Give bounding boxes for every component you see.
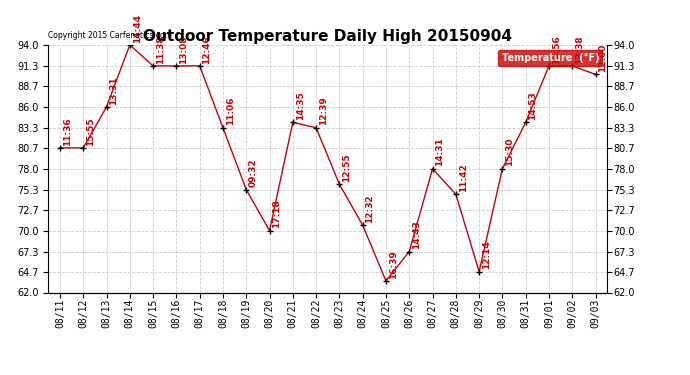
Text: 11:06: 11:06 (226, 97, 235, 125)
Legend: Temperature  (°F): Temperature (°F) (498, 50, 602, 66)
Text: 11:38: 11:38 (156, 35, 165, 63)
Text: 12:14: 12:14 (482, 240, 491, 269)
Text: 09:32: 09:32 (249, 159, 258, 188)
Text: 14:44: 14:44 (132, 13, 141, 43)
Text: 11:42: 11:42 (459, 163, 468, 192)
Text: 14:53: 14:53 (529, 91, 538, 120)
Text: 15:55: 15:55 (86, 117, 95, 146)
Text: 17:18: 17:18 (273, 200, 282, 228)
Text: 13:08: 13:08 (179, 35, 188, 63)
Text: 12:39: 12:39 (319, 97, 328, 125)
Text: 12:32: 12:32 (366, 194, 375, 223)
Text: 12:46: 12:46 (202, 35, 211, 63)
Text: 16:39: 16:39 (388, 250, 397, 279)
Title: Outdoor Temperature Daily High 20150904: Outdoor Temperature Daily High 20150904 (144, 29, 512, 44)
Text: 12:00: 12:00 (598, 44, 607, 72)
Text: 14:31: 14:31 (435, 138, 444, 166)
Text: 13:31: 13:31 (109, 76, 118, 105)
Text: 13:38: 13:38 (575, 35, 584, 63)
Text: Copyright 2015 Carfenatics.com: Copyright 2015 Carfenatics.com (48, 31, 172, 40)
Text: 12:55: 12:55 (342, 153, 351, 182)
Text: 14:43: 14:43 (412, 220, 421, 249)
Text: 14:35: 14:35 (295, 91, 304, 120)
Text: 14:56: 14:56 (552, 35, 561, 63)
Text: 15:30: 15:30 (505, 138, 514, 166)
Text: 11:36: 11:36 (63, 117, 72, 146)
